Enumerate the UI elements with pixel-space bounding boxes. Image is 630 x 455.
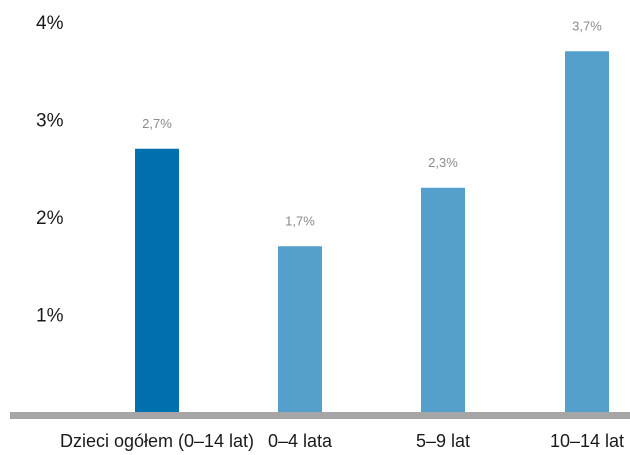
- y-axis: 1% 2% 3% 4%: [36, 13, 64, 327]
- data-label: 1,7%: [285, 213, 315, 228]
- x-tick-label: Dzieci ogółem (0–14 lat): [60, 431, 254, 451]
- bar: [135, 149, 179, 412]
- x-axis: Dzieci ogółem (0–14 lat) 0–4 lata 5–9 lat 1…: [60, 431, 624, 451]
- y-tick-label: 3%: [36, 111, 64, 132]
- x-axis-baseline: [10, 412, 630, 419]
- data-label: 2,7%: [142, 116, 172, 131]
- x-tick-label: 5–9 lat: [416, 431, 470, 451]
- bar: [421, 188, 465, 412]
- x-tick-label: 10–14 lat: [550, 431, 624, 451]
- data-labels: 2,7% 1,7% 2,3% 3,7%: [142, 18, 602, 228]
- y-tick-label: 1%: [36, 306, 64, 327]
- bar: [565, 51, 609, 412]
- x-tick-label: 0–4 lata: [268, 431, 333, 451]
- data-label: 3,7%: [572, 18, 602, 33]
- y-tick-label: 2%: [36, 208, 64, 229]
- y-tick-label: 4%: [36, 13, 64, 34]
- bar: [278, 246, 322, 412]
- data-label: 2,3%: [428, 155, 458, 170]
- bars: [135, 51, 609, 412]
